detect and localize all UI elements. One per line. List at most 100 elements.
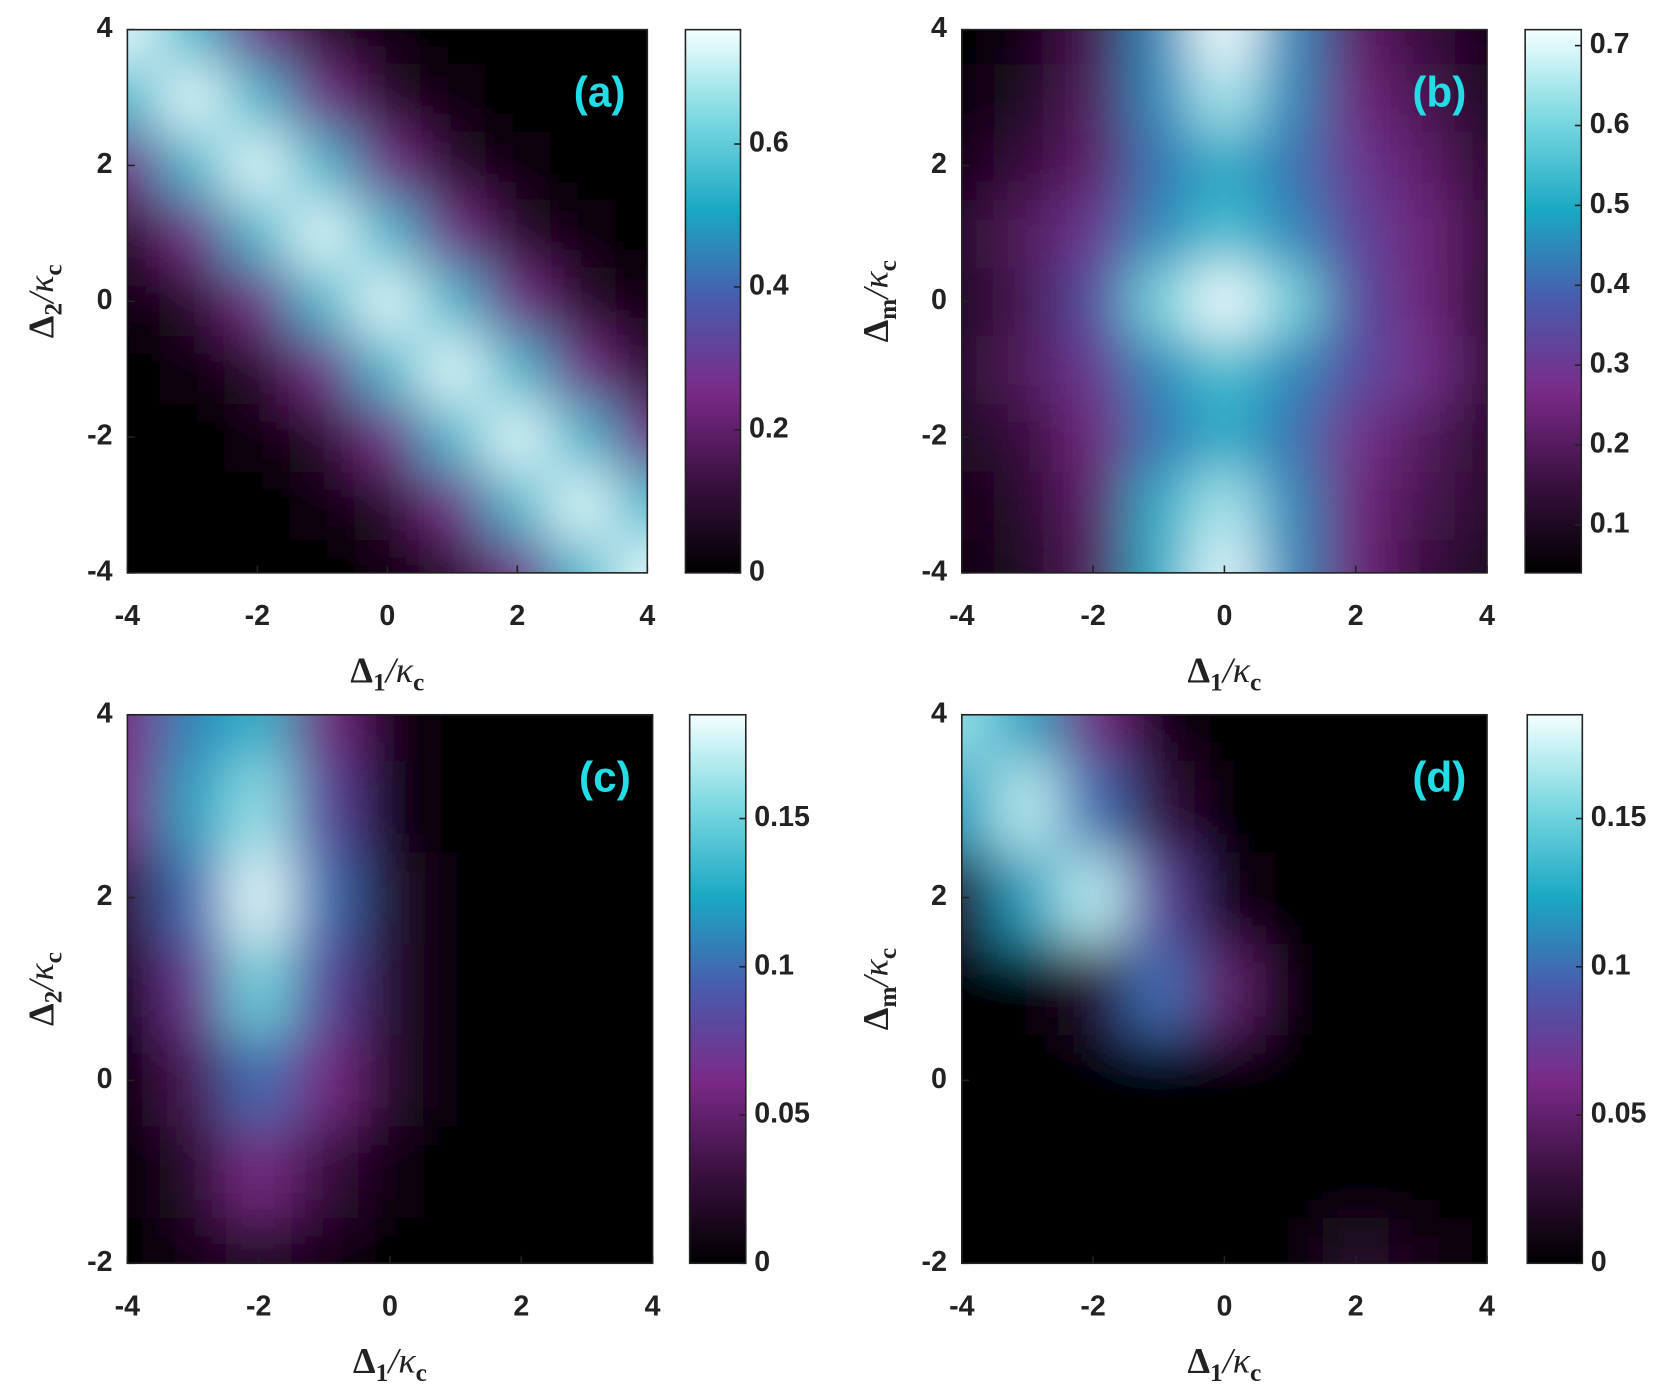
heatmap-cell (961, 1126, 996, 1219)
heatmap-cell (1322, 1217, 1390, 1264)
colorbar (1524, 28, 1583, 574)
x-axis-label-part: Δ (353, 1340, 376, 1380)
heatmap-cell (127, 63, 161, 133)
heatmap-cell (1060, 1217, 1127, 1264)
heatmap-cell (549, 131, 616, 200)
heatmap-cell (961, 943, 996, 1036)
heatmap (961, 714, 1488, 1264)
heatmap-cell (127, 403, 161, 472)
heatmap-cell (1257, 943, 1324, 1036)
heatmap-cell (961, 63, 996, 133)
heatmap-cell (1125, 131, 1193, 200)
heatmap-cell (1060, 29, 1127, 65)
heatmap-cell (291, 1034, 358, 1127)
heatmap-cell (614, 471, 648, 540)
heatmap-cell (422, 851, 490, 944)
heatmap-cell (1454, 267, 1488, 336)
heatmap-cell (1060, 335, 1127, 404)
heatmap-cell (289, 403, 356, 472)
colorbar-tick-label: 0.15 (754, 801, 810, 833)
x-tick-label: 0 (382, 1290, 398, 1322)
heatmap-cell (1060, 943, 1127, 1036)
colorbar-tick-label: 0.1 (1590, 507, 1630, 539)
heatmap-cell (1322, 851, 1390, 944)
x-tick-label: 2 (1348, 1290, 1364, 1322)
heatmap-cell (961, 1217, 996, 1264)
heatmap-cell (1322, 943, 1390, 1036)
heatmap-cells (961, 29, 1488, 573)
heatmap-cell (1454, 714, 1488, 762)
colorbar-tick-label: 0.3 (1590, 348, 1630, 380)
y-tick-label: 4 (931, 697, 947, 729)
heatmap-cell (614, 29, 648, 65)
heatmap-cell (1257, 760, 1324, 853)
y-axis-label-part: c (874, 948, 902, 959)
heatmap-cell (159, 538, 226, 573)
heatmap-cell (1454, 335, 1488, 404)
y-tick-label: 4 (97, 697, 113, 729)
heatmap-cell (1191, 199, 1258, 268)
heatmap-cell (1388, 199, 1455, 268)
heatmap-cell (994, 131, 1061, 200)
heatmap-cell (488, 943, 555, 1036)
heatmap-cell (419, 403, 486, 472)
heatmap-cell (419, 538, 486, 573)
y-axis-label-part: 2 (40, 991, 68, 1004)
heatmap-cell (1125, 403, 1193, 472)
heatmap-cell (357, 760, 424, 853)
panel-label: (c) (579, 754, 631, 801)
heatmap-cell (614, 63, 648, 133)
y-tick-label: -4 (922, 555, 948, 587)
heatmap-cell (127, 1126, 161, 1219)
heatmap-cell (1454, 199, 1488, 268)
x-axis-label-part: 1 (376, 1359, 389, 1384)
heatmap-cell (224, 131, 291, 200)
heatmap-cell (224, 471, 291, 540)
colorbar-tick-label: 0.2 (1590, 428, 1630, 460)
heatmap-cell (549, 471, 616, 540)
x-axis-label-part: Δ (1187, 1340, 1210, 1380)
y-axis-label: Δ2/κc (21, 952, 67, 1026)
heatmap-cell (289, 63, 356, 133)
heatmap-cell (354, 335, 421, 404)
x-axis-label: Δ1/κc (350, 650, 424, 696)
heatmap-cell (1388, 760, 1455, 853)
x-tick-label: 0 (1216, 600, 1232, 632)
heatmap-cell (614, 403, 648, 472)
y-tick-label: -2 (922, 420, 947, 452)
heatmap-cell (1060, 471, 1127, 540)
heatmap-cell (357, 943, 424, 1036)
heatmap-cell (549, 63, 616, 133)
colorbar-tick-label: 0.2 (749, 412, 789, 444)
heatmap-cell (549, 403, 616, 472)
x-axis-label: Δ1/κc (1187, 1340, 1261, 1384)
x-tick-label: 0 (1216, 1290, 1232, 1322)
y-tick-label: 2 (97, 148, 113, 180)
heatmap-cell (1191, 1034, 1258, 1127)
heatmap-cell (1454, 1034, 1488, 1127)
heatmap-cell (419, 29, 486, 65)
heatmap-cell (1125, 1217, 1193, 1264)
x-axis-label-part: c (1250, 668, 1261, 696)
heatmap-cell (159, 63, 226, 133)
x-tick-label: 2 (513, 1290, 529, 1322)
heatmap-cell (291, 714, 358, 762)
heatmap-cell (614, 538, 648, 573)
heatmap-cell (289, 538, 356, 573)
heatmap-cell (160, 943, 227, 1036)
heatmap-cell (484, 199, 551, 268)
heatmap-cell (961, 403, 996, 472)
heatmap-cell (488, 1034, 555, 1127)
y-axis-label-part: m (874, 986, 902, 1007)
colorbar-tick-label: 0.6 (749, 127, 789, 159)
heatmap-cell (1322, 760, 1390, 853)
heatmap-cell (1322, 335, 1390, 404)
heatmap-cell (127, 760, 161, 853)
heatmap-cell (1125, 29, 1193, 65)
heatmap-cell (225, 1034, 293, 1127)
heatmap-cell (225, 1126, 293, 1219)
heatmap-cell (619, 1217, 653, 1264)
heatmap-cell (1454, 403, 1488, 472)
